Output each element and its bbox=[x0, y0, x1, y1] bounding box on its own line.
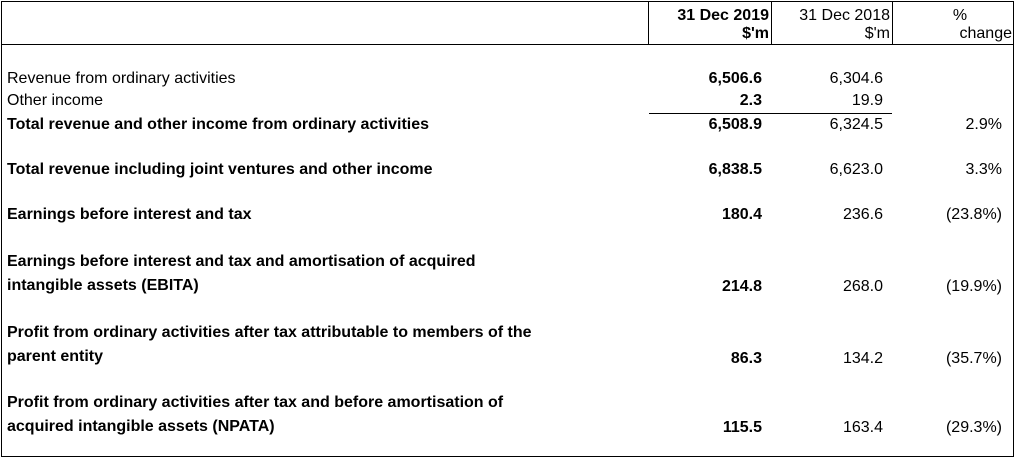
row-label-profit-attributable-line1: Profit from ordinary activities after ta… bbox=[7, 324, 532, 341]
row-value-2018: 163.4 bbox=[842, 419, 883, 436]
row-label-profit-attributable-line2: parent entity bbox=[7, 348, 104, 365]
row-value-change: (35.7%) bbox=[945, 350, 1002, 367]
row-label-ebit: Earnings before interest and tax bbox=[7, 206, 252, 223]
row-value-2019: 214.8 bbox=[721, 278, 762, 295]
row-value-2019: 86.3 bbox=[730, 350, 762, 367]
row-label-other-income: Other income bbox=[7, 92, 104, 109]
row-label-total-revenue-jv: Total revenue including joint ventures a… bbox=[7, 161, 433, 178]
header-change-symbol: % bbox=[952, 7, 968, 24]
row-value-change: (29.3%) bbox=[945, 419, 1002, 436]
row-value-2019: 115.5 bbox=[722, 419, 762, 436]
row-value-change: (23.8%) bbox=[945, 206, 1002, 223]
header-bottom-rule bbox=[2, 44, 1013, 45]
header-2018-date: 31 Dec 2018 bbox=[799, 7, 890, 24]
row-value-2018: 6,623.0 bbox=[829, 161, 883, 178]
header-divider-2 bbox=[771, 2, 772, 44]
row-value-change: 3.3% bbox=[965, 161, 1002, 178]
row-label-total-revenue-other-income: Total revenue and other income from ordi… bbox=[7, 116, 430, 133]
row-value-2018: 268.0 bbox=[842, 278, 883, 295]
row-value-2018: 19.9 bbox=[851, 92, 883, 109]
row-value-change: (19.9%) bbox=[945, 278, 1002, 295]
header-change-label: change bbox=[959, 25, 1013, 42]
row-value-2018: 6,304.6 bbox=[829, 70, 883, 87]
row-value-2019: 2.3 bbox=[739, 92, 762, 109]
row-label-revenue: Revenue from ordinary activities bbox=[7, 70, 236, 87]
row-value-change: 2.9% bbox=[965, 116, 1002, 133]
row-value-2018: 134.2 bbox=[842, 350, 883, 367]
row-label-npata-line2: acquired intangible assets (NPATA) bbox=[7, 418, 275, 435]
header-divider-3 bbox=[892, 2, 893, 44]
header-2019-date: 31 Dec 2019 bbox=[677, 7, 769, 24]
row-value-2019: 6,506.6 bbox=[708, 70, 762, 87]
header-divider-1 bbox=[648, 2, 649, 44]
subtotal-rule bbox=[649, 113, 892, 114]
row-value-2019: 6,508.9 bbox=[708, 116, 762, 133]
row-value-2018: 6,324.5 bbox=[829, 116, 883, 133]
row-label-npata-line1: Profit from ordinary activities after ta… bbox=[7, 394, 504, 411]
row-value-2018: 236.6 bbox=[842, 206, 883, 223]
header-2018-unit: $'m bbox=[864, 25, 890, 42]
row-value-2019: 180.4 bbox=[721, 206, 762, 223]
row-label-ebita-line1: Earnings before interest and tax and amo… bbox=[7, 253, 476, 270]
header-2019-unit: $'m bbox=[742, 25, 769, 42]
row-value-2019: 6,838.5 bbox=[708, 161, 762, 178]
row-label-ebita-line2: intangible assets (EBITA) bbox=[7, 277, 199, 294]
